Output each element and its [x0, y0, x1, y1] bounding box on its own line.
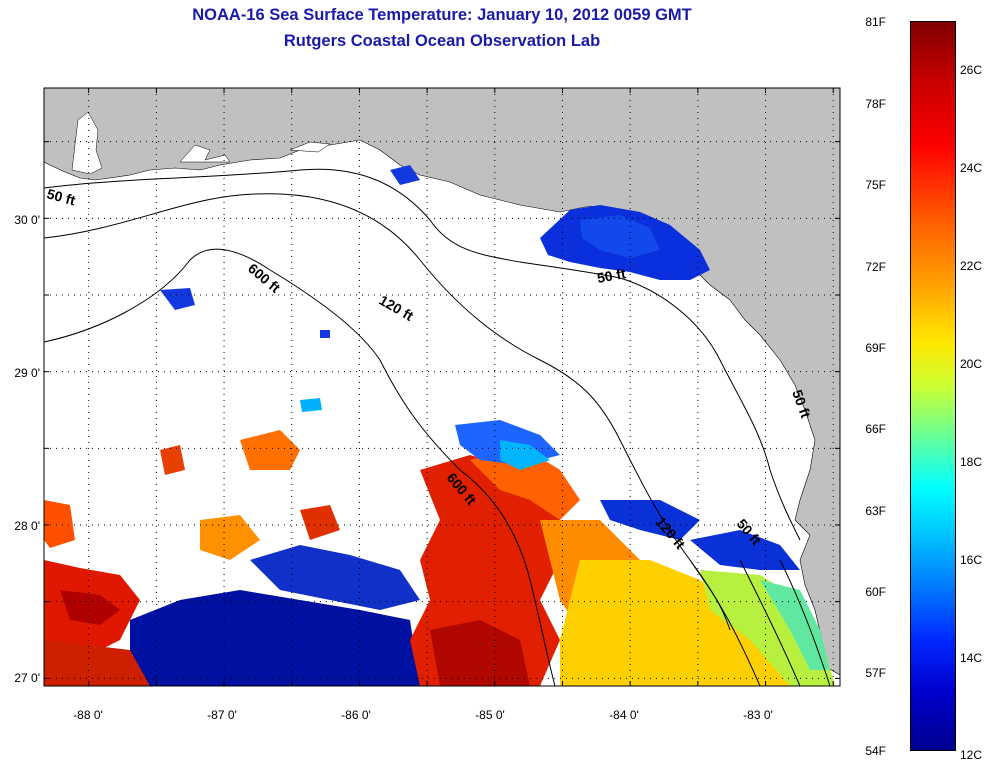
map-grid	[44, 88, 840, 686]
colorbar-label-c: 20C	[960, 357, 983, 371]
colorbar-label-c: 16C	[960, 553, 983, 567]
map-frame	[43, 87, 841, 687]
contour-label-50ft-west: 50 ft	[45, 185, 77, 208]
map-subtitle: Rutgers Coastal Ocean Observation Lab	[283, 32, 601, 50]
y-tick-label: 30 0'	[14, 213, 40, 227]
colorbar-label-f: 78F	[865, 97, 886, 111]
colorbar-label-f: 57F	[865, 666, 886, 680]
colorbar-label-c: 12C	[960, 748, 983, 762]
colorbar-label-f: 60F	[865, 585, 886, 599]
colorbar-label-c: 22C	[960, 259, 983, 273]
x-tick-label: -85 0'	[475, 708, 505, 722]
colorbar-label-f: 75F	[865, 178, 886, 192]
colorbar-label-f: 81F	[865, 15, 886, 29]
x-tick-label: -87 0'	[207, 708, 237, 722]
colorbar-label-f: 54F	[865, 744, 886, 758]
x-tick-label: -86 0'	[341, 708, 371, 722]
y-tick-label: 28 0'	[14, 519, 40, 533]
colorbar-label-f: 69F	[865, 341, 886, 355]
temperature-colorbar	[910, 21, 956, 751]
land-mass	[44, 88, 840, 676]
sst-data	[44, 165, 835, 686]
contour-label-50ft-bigbend: 50 ft	[596, 265, 627, 286]
x-tick-label: -88 0'	[73, 708, 103, 722]
y-tick-label: 27 0'	[14, 671, 40, 685]
colorbar-label-f: 72F	[865, 260, 886, 274]
colorbar-label-c: 14C	[960, 651, 983, 665]
colorbar-label-f: 63F	[865, 504, 886, 518]
x-tick-label: -83 0'	[743, 708, 773, 722]
x-tick-label: -84 0'	[609, 708, 639, 722]
colorbar-label-c: 18C	[960, 455, 983, 469]
colorbar-label-f: 66F	[865, 422, 886, 436]
colorbar-label-c: 24C	[960, 161, 983, 175]
colorbar-label-c: 26C	[960, 63, 983, 77]
map-title: NOAA-16 Sea Surface Temperature: January…	[192, 6, 692, 24]
y-tick-label: 29 0'	[14, 366, 40, 380]
